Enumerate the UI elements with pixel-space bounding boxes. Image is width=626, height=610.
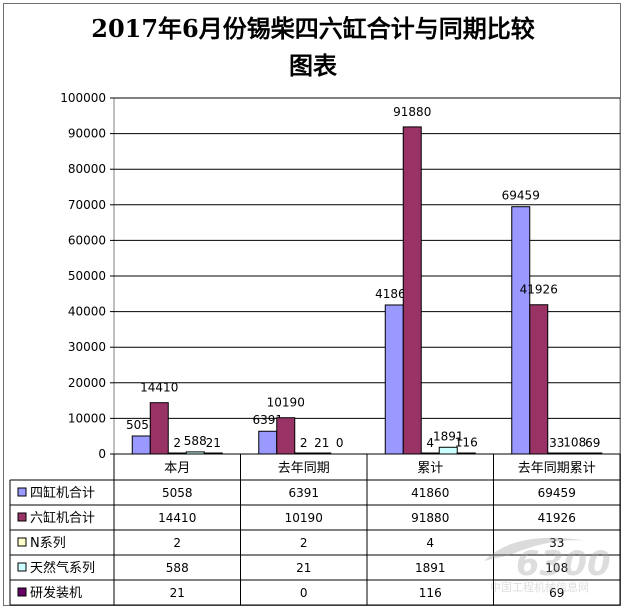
bar xyxy=(149,402,169,455)
table-cell-value: 69 xyxy=(549,586,564,600)
data-label: 21 xyxy=(314,436,329,450)
table-cell-value: 6391 xyxy=(288,486,319,500)
data-label: 5058 xyxy=(126,418,157,432)
table-cell-value: 33 xyxy=(549,536,564,550)
bar xyxy=(384,304,404,455)
table-cell-value: 4 xyxy=(426,536,434,550)
data-label: 588 xyxy=(184,434,207,448)
table-cell-value: 41926 xyxy=(538,511,576,525)
data-label: 0 xyxy=(336,436,344,450)
data-label: 69 xyxy=(585,436,600,450)
table-cell-value: 1891 xyxy=(415,561,446,575)
table-cell-value: 588 xyxy=(166,561,189,575)
y-tick-label: 80000 xyxy=(68,162,106,176)
legend-swatch xyxy=(17,512,27,522)
legend-swatch xyxy=(17,587,27,597)
table-cell-value: 0 xyxy=(300,586,308,600)
y-tick-label: 70000 xyxy=(68,198,106,212)
legend-label: 四缸机合计 xyxy=(30,485,95,501)
table-cell-value: 108 xyxy=(545,561,568,575)
x-category-label: 去年同期 xyxy=(278,461,330,476)
chart-title-line2: 图表 xyxy=(289,51,337,80)
data-label: 69459 xyxy=(502,189,540,203)
y-tick-label: 60000 xyxy=(68,233,106,247)
table-cell-value: 21 xyxy=(170,586,185,600)
y-tick-label: 30000 xyxy=(68,340,106,354)
legend-swatch xyxy=(17,487,27,497)
data-label: 116 xyxy=(455,436,478,450)
table-cell-value: 5058 xyxy=(162,486,193,500)
data-label: 6391 xyxy=(252,413,283,427)
table-cell-value: 2 xyxy=(173,536,181,550)
y-tick-label: 20000 xyxy=(68,376,106,390)
table-cell-value: 69459 xyxy=(538,486,576,500)
bar xyxy=(276,417,296,455)
bar xyxy=(258,430,278,455)
data-label: 33 xyxy=(549,436,564,450)
data-label: 2 xyxy=(173,436,181,450)
data-label: 10190 xyxy=(267,396,305,410)
x-category-label: 累计 xyxy=(417,461,443,476)
legend-label: 研发装机 xyxy=(30,585,82,601)
data-label: 2 xyxy=(300,436,308,450)
table-cell-value: 116 xyxy=(419,586,442,600)
data-label: 4 xyxy=(426,436,434,450)
chart-title-line1: 2017年6月份锡柴四六缸合计与同期比较 xyxy=(91,14,535,43)
data-label: 21 xyxy=(206,436,221,450)
legend-label: N系列 xyxy=(30,536,66,551)
data-label: 91880 xyxy=(393,105,431,119)
table-cell-value: 41860 xyxy=(411,486,449,500)
bar xyxy=(131,435,151,455)
bar xyxy=(529,304,549,455)
table-cell-value: 91880 xyxy=(411,511,449,525)
table-cell-value: 14410 xyxy=(158,511,196,525)
legend-swatch xyxy=(17,537,27,547)
y-tick-label: 50000 xyxy=(68,269,106,283)
table-cell-value: 2 xyxy=(300,536,308,550)
y-tick-label: 10000 xyxy=(68,411,106,425)
data-label: 108 xyxy=(563,436,586,450)
x-category-label: 去年同期累计 xyxy=(518,461,596,476)
bar xyxy=(511,206,531,455)
y-tick-label: 0 xyxy=(98,447,106,461)
data-label: 14410 xyxy=(140,381,178,395)
table-cell-value: 10190 xyxy=(285,511,323,525)
legend-label: 天然气系列 xyxy=(30,560,95,576)
data-label: 1891 xyxy=(433,429,464,443)
table-cell-value: 21 xyxy=(296,561,311,575)
legend-label: 六缸机合计 xyxy=(30,510,95,526)
legend-swatch xyxy=(17,562,27,572)
y-tick-label: 100000 xyxy=(60,91,106,105)
x-category-label: 本月 xyxy=(164,461,190,476)
y-tick-label: 90000 xyxy=(68,127,106,141)
data-label: 41926 xyxy=(520,283,558,297)
y-tick-label: 40000 xyxy=(68,305,106,319)
bar xyxy=(402,126,422,455)
